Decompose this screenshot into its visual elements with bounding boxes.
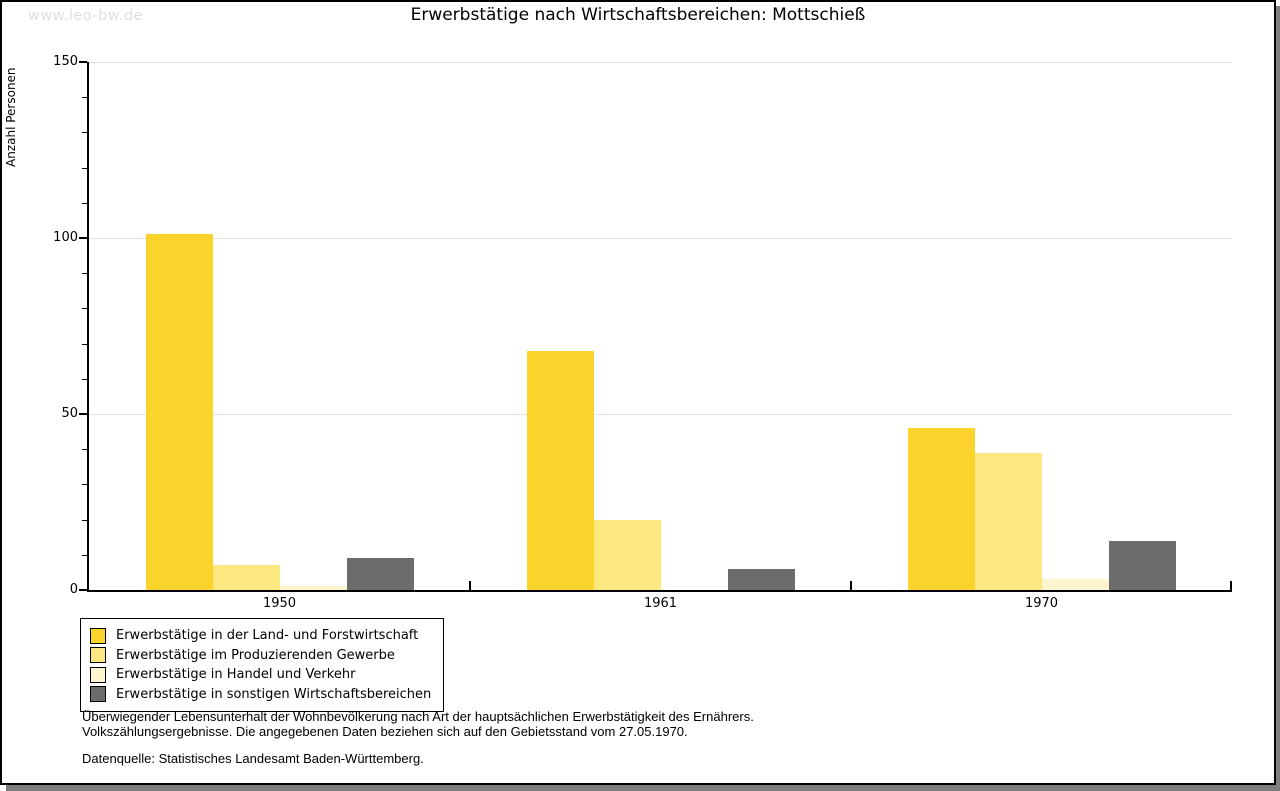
y-axis-minor-tick-140 [82,97,87,99]
y-axis-minor-tick-120 [82,167,87,169]
y-axis-tick-label-100: 100 [53,230,78,245]
data-source-line: Datenquelle: Statistisches Landesamt Bad… [82,751,424,766]
bar-1950-series-1 [145,234,213,590]
legend-label-4: Erwerbstätige in sonstigen Wirtschaftsbe… [116,686,432,702]
bar-1961-series-4 [727,569,795,590]
legend-label-1: Erwerbstätige in der Land- und Forstwirt… [116,628,419,644]
x-axis-category-label-1950: 1950 [262,596,297,611]
y-axis-minor-tick-10 [82,554,87,556]
legend-swatch-4 [90,686,106,703]
legend-item-2: Erwerbstätige im Produzierenden Gewerbe [90,646,431,666]
gridline-y-50 [89,414,1232,415]
y-axis-minor-tick-80 [82,308,87,310]
gridline-y-150 [89,62,1232,63]
y-axis-minor-tick-30 [82,484,87,486]
y-axis-label: Anzahl Personen [4,67,18,167]
y-axis-tick-label-0: 0 [69,582,78,597]
y-axis-major-tick-50 [79,413,87,415]
chart-title: Erwerbstätige nach Wirtschaftsbereichen:… [410,5,866,25]
x-axis-category-label-1970: 1970 [1024,596,1059,611]
legend-swatch-2 [90,647,106,664]
bar-1961-series-2 [593,520,661,590]
legend-item-3: Erwerbstätige in Handel und Verkehr [90,665,431,685]
legend-swatch-3 [90,666,106,683]
footnote-line-2: Volkszählungsergebnisse. Die angegebenen… [82,723,688,739]
y-axis-minor-tick-20 [82,519,87,521]
y-axis-major-tick-150 [79,61,87,63]
y-axis-tick-label-50: 50 [61,406,78,421]
gridline-y-100 [89,238,1232,239]
y-axis-minor-tick-40 [82,449,87,451]
footnote-line-1: Überwiegender Lebensunterhalt der Wohnbe… [82,709,754,724]
x-axis-category-label-1961: 1961 [643,596,678,611]
legend-label-3: Erwerbstätige in Handel und Verkehr [116,667,356,683]
bar-1961-series-1 [526,351,594,590]
bar-1970-series-3 [1041,579,1109,590]
x-axis-boundary-tick-2 [850,581,852,590]
legend-item-1: Erwerbstätige in der Land- und Forstwirt… [90,626,431,646]
y-axis-minor-tick-60 [82,378,87,380]
watermark-leo-bw: www.leo-bw.de [28,8,144,24]
y-axis-minor-tick-90 [82,273,87,275]
x-axis-boundary-tick-1 [469,581,471,590]
y-axis-minor-tick-130 [82,132,87,134]
legend-item-4: Erwerbstätige in sonstigen Wirtschaftsbe… [90,685,431,705]
y-axis-tick-label-150: 150 [53,54,78,69]
x-axis-end-tick [1230,581,1232,590]
bar-1970-series-2 [974,453,1042,590]
legend-label-2: Erwerbstätige im Produzierenden Gewerbe [116,647,395,663]
y-axis-minor-tick-70 [82,343,87,345]
y-axis-major-tick-100 [79,237,87,239]
bar-1970-series-1 [907,428,975,590]
y-axis-minor-tick-110 [82,202,87,204]
bar-1950-series-2 [212,565,280,590]
bar-1950-series-3 [279,586,347,590]
plot-area: 0 50 100 150 1950 1961 1970 [53,54,1232,611]
bar-1970-series-4 [1108,541,1176,590]
legend-box: Erwerbstätige in der Land- und Forstwirt… [80,618,445,712]
legend-swatch-1 [90,627,106,644]
footnote: Überwiegender Lebensunterhalt der Wohnbe… [82,709,754,767]
bar-1950-series-4 [346,558,414,590]
y-axis-major-tick-0 [79,589,87,591]
